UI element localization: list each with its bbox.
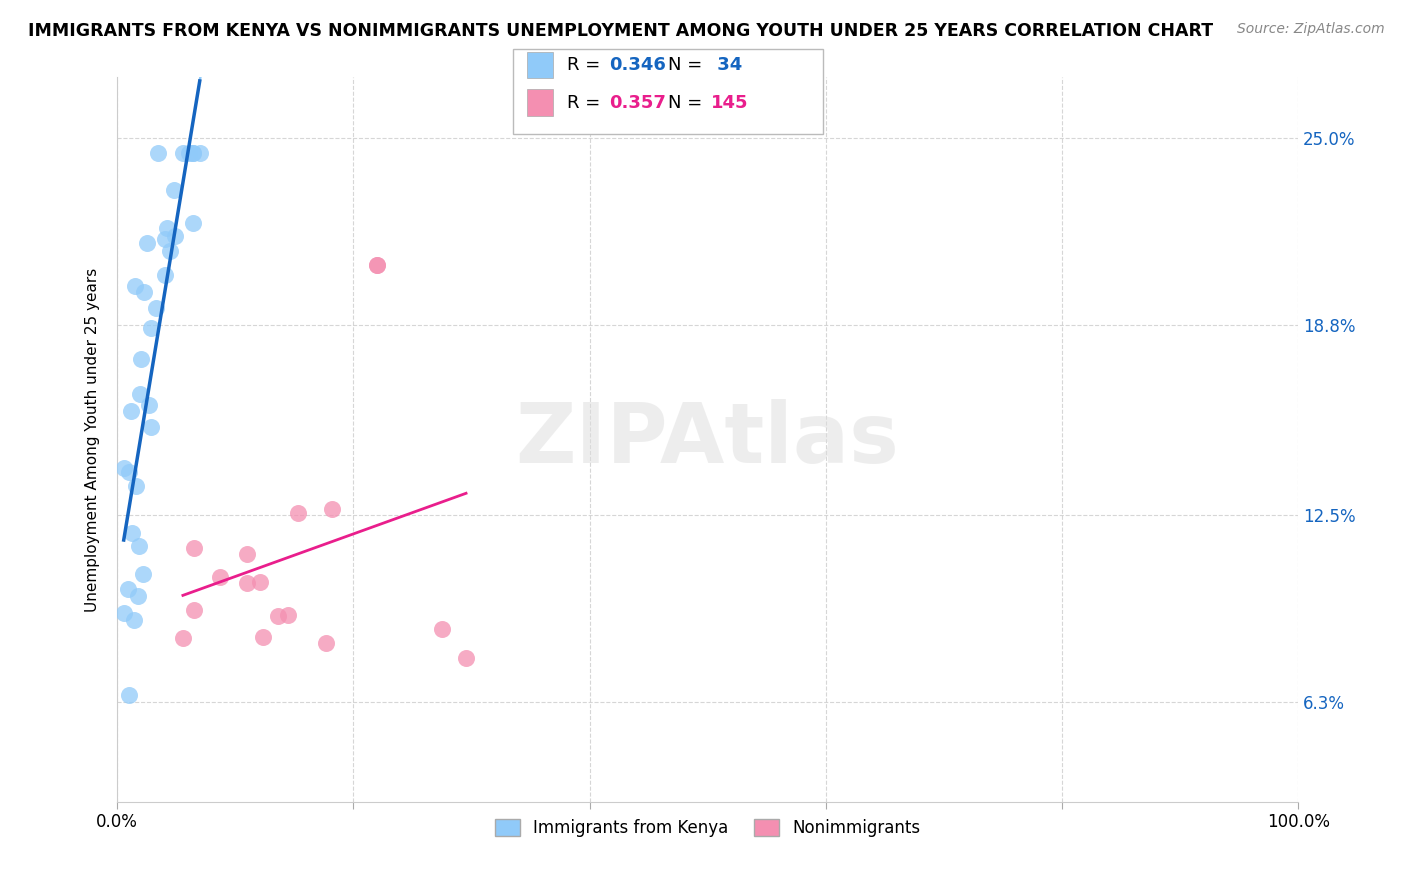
- Point: [454, 651, 477, 665]
- Text: 145: 145: [711, 94, 749, 112]
- Point: [112, 461, 135, 475]
- Point: [131, 566, 153, 581]
- Point: [183, 541, 205, 555]
- Y-axis label: Unemployment Among Youth under 25 years: Unemployment Among Youth under 25 years: [86, 268, 100, 612]
- Text: N =: N =: [668, 56, 707, 74]
- Text: ZIPAtlas: ZIPAtlas: [516, 399, 900, 480]
- Point: [249, 575, 271, 590]
- Point: [118, 688, 141, 702]
- Point: [366, 258, 388, 272]
- Point: [315, 636, 337, 650]
- Point: [138, 398, 160, 412]
- Text: R =: R =: [567, 94, 606, 112]
- Text: 0.346: 0.346: [609, 56, 665, 74]
- Point: [131, 352, 153, 367]
- Point: [128, 387, 150, 401]
- Point: [430, 622, 453, 636]
- Point: [188, 145, 211, 160]
- Point: [120, 404, 142, 418]
- Point: [132, 285, 155, 299]
- Point: [155, 220, 177, 235]
- Point: [209, 570, 232, 584]
- Point: [155, 232, 177, 246]
- Point: [139, 420, 162, 434]
- Point: [125, 478, 148, 492]
- Point: [146, 145, 169, 160]
- Point: [128, 540, 150, 554]
- Point: [366, 258, 388, 272]
- Point: [124, 613, 146, 627]
- Point: [163, 228, 186, 243]
- Point: [267, 608, 290, 623]
- Point: [121, 525, 143, 540]
- Point: [183, 145, 205, 160]
- Point: [252, 630, 274, 644]
- Point: [141, 321, 163, 335]
- Point: [118, 466, 141, 480]
- Point: [135, 236, 157, 251]
- Legend: Immigrants from Kenya, Nonimmigrants: Immigrants from Kenya, Nonimmigrants: [488, 813, 927, 844]
- Point: [145, 301, 167, 315]
- Point: [236, 575, 259, 590]
- Point: [127, 589, 149, 603]
- Point: [117, 582, 139, 596]
- Point: [179, 145, 201, 160]
- Point: [181, 145, 204, 160]
- Point: [159, 244, 181, 259]
- Point: [124, 278, 146, 293]
- Point: [153, 268, 176, 282]
- Point: [163, 183, 186, 197]
- Point: [236, 548, 259, 562]
- Point: [287, 506, 309, 520]
- Point: [172, 631, 194, 645]
- Point: [321, 502, 343, 516]
- Text: Source: ZipAtlas.com: Source: ZipAtlas.com: [1237, 22, 1385, 37]
- Point: [277, 608, 299, 623]
- Point: [172, 145, 194, 160]
- Text: IMMIGRANTS FROM KENYA VS NONIMMIGRANTS UNEMPLOYMENT AMONG YOUTH UNDER 25 YEARS C: IMMIGRANTS FROM KENYA VS NONIMMIGRANTS U…: [28, 22, 1213, 40]
- Text: 34: 34: [711, 56, 742, 74]
- Text: 0.357: 0.357: [609, 94, 665, 112]
- Point: [183, 603, 205, 617]
- Text: R =: R =: [567, 56, 606, 74]
- Text: N =: N =: [668, 94, 707, 112]
- Point: [181, 216, 204, 230]
- Point: [112, 606, 135, 620]
